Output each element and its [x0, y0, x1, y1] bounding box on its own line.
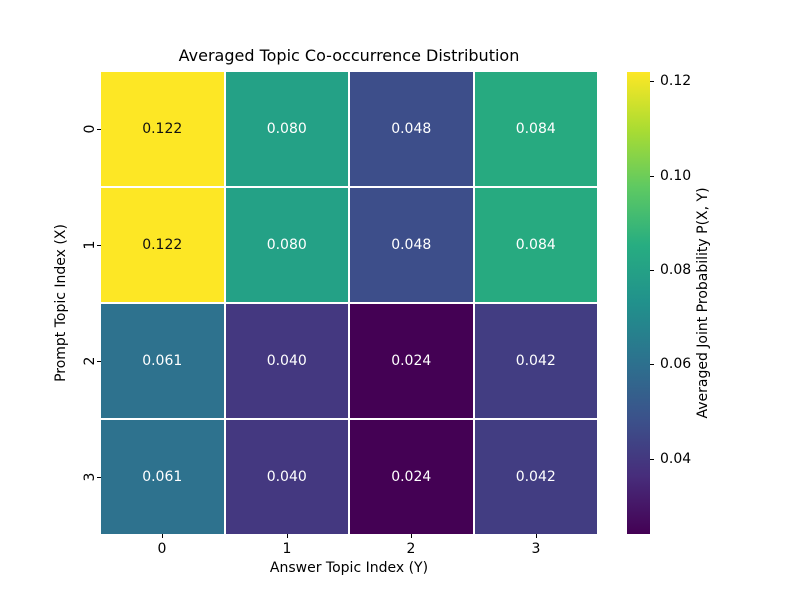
y-tick-mark: [97, 129, 101, 130]
heatmap-cell: 0.024: [350, 420, 473, 534]
colorbar-tick-mark: [650, 364, 654, 365]
colorbar-tick-mark: [650, 81, 654, 82]
y-tick-label: 1: [82, 240, 98, 250]
colorbar-tick-label: 0.04: [660, 451, 692, 467]
colorbar-label: Averaged Joint Probability P(X, Y): [695, 187, 711, 419]
colorbar-tick-label: 0.06: [660, 356, 692, 372]
heatmap-grid: 0.122 0.080 0.048 0.084 0.122 0.080 0.04…: [101, 72, 597, 534]
colorbar-tick-label: 0.08: [660, 262, 692, 278]
colorbar-tick-mark: [650, 459, 654, 460]
colorbar-tick-label: 0.12: [660, 73, 692, 89]
heatmap-cell: 0.040: [225, 304, 348, 418]
heatmap-cell: 0.061: [101, 304, 224, 418]
heatmap-cell: 0.042: [474, 304, 597, 418]
x-tick-label: 0: [157, 541, 167, 557]
heatmap-cell: 0.042: [474, 420, 597, 534]
x-tick-mark: [411, 534, 412, 538]
y-tick-label: 0: [82, 124, 98, 134]
heatmap-cell: 0.040: [225, 420, 348, 534]
colorbar-tick-label: 0.10: [660, 168, 692, 184]
x-axis-label: Answer Topic Index (Y): [269, 560, 429, 576]
heatmap-cell: 0.080: [225, 72, 348, 186]
heatmap-cell: 0.122: [101, 188, 224, 302]
chart-title: Averaged Topic Co-occurrence Distributio…: [178, 46, 520, 65]
y-tick-label: 2: [82, 356, 98, 366]
heatmap-cell: 0.084: [474, 188, 597, 302]
heatmap-cell: 0.048: [350, 188, 473, 302]
heatmap-cell: 0.024: [350, 304, 473, 418]
heatmap-cell: 0.080: [225, 188, 348, 302]
x-tick-mark: [162, 534, 163, 538]
heatmap-cell: 0.122: [101, 72, 224, 186]
x-tick-mark: [287, 534, 288, 538]
y-tick-mark: [97, 477, 101, 478]
x-tick-label: 1: [282, 541, 292, 557]
y-tick-mark: [97, 245, 101, 246]
heatmap-cell: 0.084: [474, 72, 597, 186]
heatmap-cell: 0.061: [101, 420, 224, 534]
heatmap-cell: 0.048: [350, 72, 473, 186]
y-axis-label: Prompt Topic Index (X): [53, 224, 69, 382]
y-tick-label: 3: [82, 472, 98, 482]
y-tick-mark: [97, 361, 101, 362]
x-tick-label: 2: [406, 541, 416, 557]
colorbar-tick-mark: [650, 176, 654, 177]
colorbar-gradient: [627, 72, 650, 534]
x-tick-mark: [536, 534, 537, 538]
x-tick-label: 3: [531, 541, 541, 557]
colorbar-tick-mark: [650, 270, 654, 271]
